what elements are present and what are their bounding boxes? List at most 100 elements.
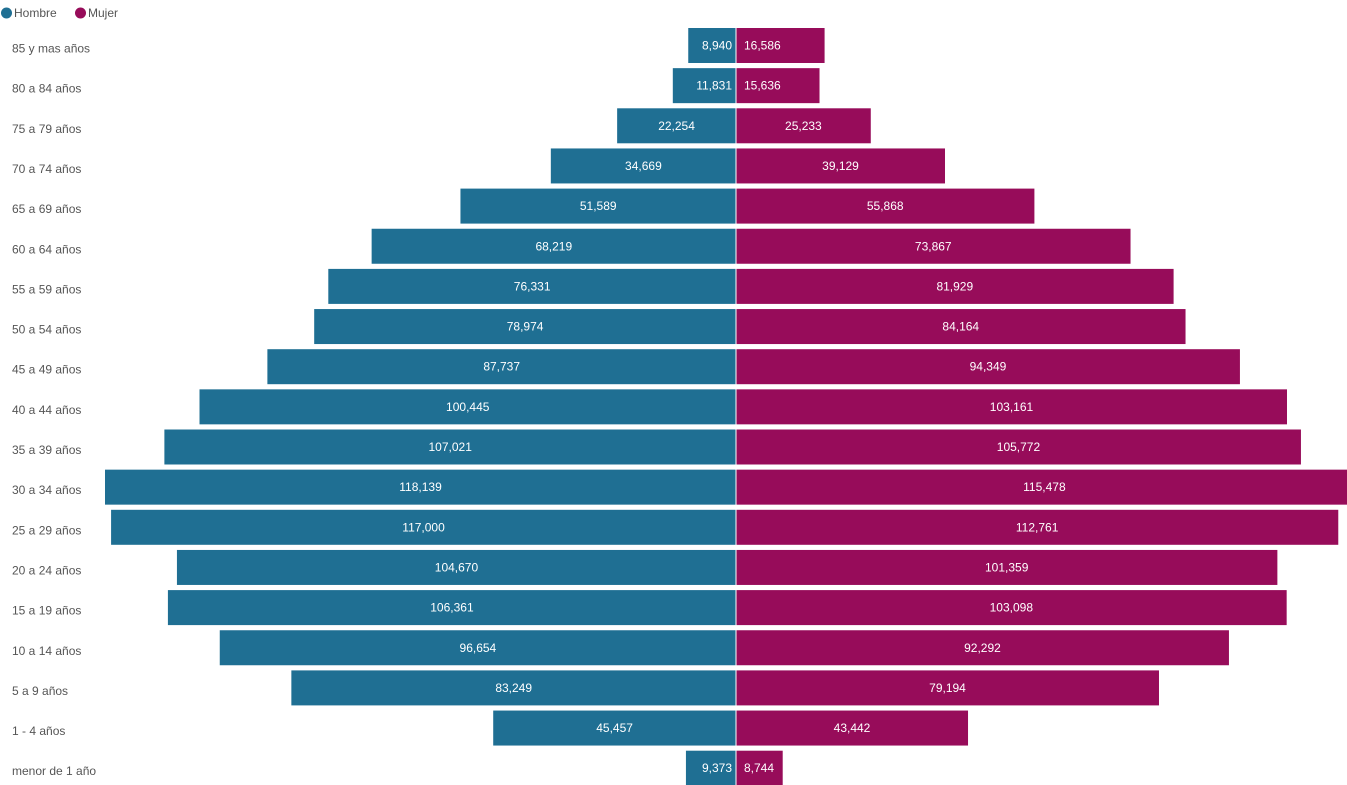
data-label-mujer-50-a-54-anos: 84,164 [942, 320, 979, 334]
series-mujer: 16,586 15,636 25,233 39,129 55,868 73,867 81,9… [736, 28, 1347, 785]
data-label-hombre-60-a-64-anos: 68,219 [535, 239, 572, 253]
data-label-mujer-1-4-anos: 43,442 [834, 721, 871, 735]
category-label-1-4-anos: 1 - 4 años [12, 724, 65, 738]
category-label-70-a-74-anos: 70 a 74 años [12, 162, 81, 176]
category-axis-labels: 85 y mas años 80 a 84 años 75 a 79 años 70 … [12, 42, 96, 779]
bar-mujer-menor-de-1-ano[interactable] [736, 750, 783, 785]
bar-hombre-menor-de-1-ano[interactable] [685, 750, 736, 785]
data-label-hombre-25-a-29-anos: 117,000 [402, 520, 445, 534]
bar-mujer-80-a-84-anos[interactable] [736, 68, 820, 104]
bar-mujer-75-a-79-anos[interactable] [736, 108, 871, 144]
data-label-mujer-5-a-9-anos: 79,194 [929, 681, 966, 695]
data-label-mujer-35-a-39-anos: 105,772 [997, 440, 1041, 454]
bar-mujer-35-a-39-anos[interactable] [736, 429, 1301, 465]
bar-mujer-40-a-44-anos[interactable] [736, 389, 1287, 425]
bar-hombre-55-a-59-anos[interactable] [328, 268, 736, 304]
bar-mujer-1-4-anos[interactable] [736, 710, 969, 746]
data-label-hombre-5-a-9-anos: 83,249 [495, 681, 532, 695]
data-label-hombre-70-a-74-anos: 34,669 [625, 159, 662, 173]
bar-hombre-35-a-39-anos[interactable] [164, 429, 737, 465]
category-label-25-a-29-anos: 25 a 29 años [12, 523, 81, 537]
bar-hombre-50-a-54-anos[interactable] [314, 309, 736, 345]
data-label-mujer-25-a-29-anos: 112,761 [1016, 520, 1059, 534]
bar-mujer-70-a-74-anos[interactable] [736, 148, 945, 184]
data-label-mujer-40-a-44-anos: 103,161 [990, 400, 1034, 414]
data-label-hombre-20-a-24-anos: 104,670 [435, 560, 479, 574]
bar-mujer-85-y-mas-anos[interactable] [736, 28, 825, 63]
category-label-30-a-34-anos: 30 a 34 años [12, 483, 81, 497]
data-label-hombre-65-a-69-anos: 51,589 [580, 199, 617, 213]
bar-hombre-45-a-49-anos[interactable] [267, 349, 736, 385]
data-label-mujer-85-y-mas-anos: 16,586 [744, 39, 781, 53]
data-label-mujer-10-a-14-anos: 92,292 [964, 641, 1001, 655]
category-label-75-a-79-anos: 75 a 79 años [12, 122, 81, 136]
bar-mujer-60-a-64-anos[interactable] [736, 228, 1131, 264]
bar-hombre-65-a-69-anos[interactable] [460, 188, 736, 224]
category-label-40-a-44-anos: 40 a 44 años [12, 403, 81, 417]
category-label-5-a-9-anos: 5 a 9 años [12, 684, 68, 698]
data-label-hombre-1-4-anos: 45,457 [596, 721, 633, 735]
data-label-hombre-35-a-39-anos: 107,021 [428, 440, 472, 454]
category-label-55-a-59-anos: 55 a 59 años [12, 282, 81, 296]
data-label-mujer-60-a-64-anos: 73,867 [915, 239, 952, 253]
category-label-45-a-49-anos: 45 a 49 años [12, 363, 81, 377]
bar-hombre-70-a-74-anos[interactable] [550, 148, 736, 184]
category-label-15-a-19-anos: 15 a 19 años [12, 604, 81, 618]
data-label-mujer-55-a-59-anos: 81,929 [936, 279, 973, 293]
category-label-85-y-mas-anos: 85 y mas años [12, 42, 90, 56]
bar-hombre-15-a-19-anos[interactable] [167, 590, 736, 626]
category-label-35-a-39-anos: 35 a 39 años [12, 443, 81, 457]
bar-mujer-20-a-24-anos[interactable] [736, 549, 1278, 585]
bar-mujer-25-a-29-anos[interactable] [736, 509, 1339, 545]
data-label-mujer-80-a-84-anos: 15,636 [744, 79, 781, 93]
data-label-mujer-menor-de-1-ano: 8,744 [744, 761, 774, 775]
data-label-hombre-50-a-54-anos: 78,974 [507, 320, 544, 334]
bar-hombre-60-a-64-anos[interactable] [371, 228, 736, 264]
category-label-20-a-24-anos: 20 a 24 años [12, 563, 81, 577]
bar-hombre-75-a-79-anos[interactable] [617, 108, 736, 144]
bar-hombre-80-a-84-anos[interactable] [672, 68, 736, 104]
legend: Hombre Mujer [1, 6, 118, 20]
bar-hombre-40-a-44-anos[interactable] [199, 389, 736, 425]
data-label-mujer-20-a-24-anos: 101,359 [985, 560, 1029, 574]
series-hombre: 8,940 11,831 22,254 34,669 51,589 68,219 76,33… [105, 28, 737, 785]
data-label-hombre-80-a-84-anos: 11,831 [696, 79, 732, 93]
data-label-mujer-65-a-69-anos: 55,868 [867, 199, 904, 213]
data-label-mujer-45-a-49-anos: 94,349 [970, 360, 1007, 374]
legend-swatch-hombre[interactable] [1, 7, 12, 19]
bar-mujer-50-a-54-anos[interactable] [736, 309, 1186, 345]
bar-mujer-10-a-14-anos[interactable] [736, 630, 1229, 666]
bar-hombre-25-a-29-anos[interactable] [111, 509, 736, 545]
data-label-mujer-15-a-19-anos: 103,098 [990, 601, 1034, 615]
data-label-mujer-75-a-79-anos: 25,233 [785, 119, 822, 133]
bar-mujer-15-a-19-anos[interactable] [736, 590, 1287, 626]
data-label-hombre-15-a-19-anos: 106,361 [430, 601, 474, 615]
legend-swatch-mujer[interactable] [75, 7, 86, 19]
data-label-mujer-30-a-34-anos: 115,478 [1023, 480, 1066, 494]
legend-label-mujer[interactable]: Mujer [88, 6, 118, 20]
legend-label-hombre[interactable]: Hombre [14, 6, 57, 20]
data-label-hombre-40-a-44-anos: 100,445 [446, 400, 490, 414]
bar-mujer-30-a-34-anos[interactable] [736, 469, 1347, 505]
category-label-60-a-64-anos: 60 a 64 años [12, 242, 81, 256]
bar-hombre-1-4-anos[interactable] [493, 710, 736, 746]
bar-mujer-55-a-59-anos[interactable] [736, 268, 1174, 304]
bar-mujer-5-a-9-anos[interactable] [736, 670, 1159, 706]
bar-hombre-20-a-24-anos[interactable] [176, 549, 736, 585]
data-label-hombre-55-a-59-anos: 76,331 [514, 279, 551, 293]
category-label-80-a-84-anos: 80 a 84 años [12, 82, 81, 96]
bar-mujer-65-a-69-anos[interactable] [736, 188, 1035, 224]
data-label-hombre-10-a-14-anos: 96,654 [460, 641, 497, 655]
bar-hombre-85-y-mas-anos[interactable] [688, 28, 736, 63]
bar-mujer-45-a-49-anos[interactable] [736, 349, 1240, 385]
category-label-50-a-54-anos: 50 a 54 años [12, 323, 81, 337]
bar-hombre-5-a-9-anos[interactable] [291, 670, 736, 706]
data-label-hombre-30-a-34-anos: 118,139 [399, 480, 442, 494]
data-label-mujer-70-a-74-anos: 39,129 [822, 159, 859, 173]
data-label-hombre-45-a-49-anos: 87,737 [483, 360, 520, 374]
bar-hombre-10-a-14-anos[interactable] [219, 630, 736, 666]
bar-hombre-30-a-34-anos[interactable] [105, 469, 736, 505]
data-label-hombre-85-y-mas-anos: 8,940 [702, 39, 732, 53]
